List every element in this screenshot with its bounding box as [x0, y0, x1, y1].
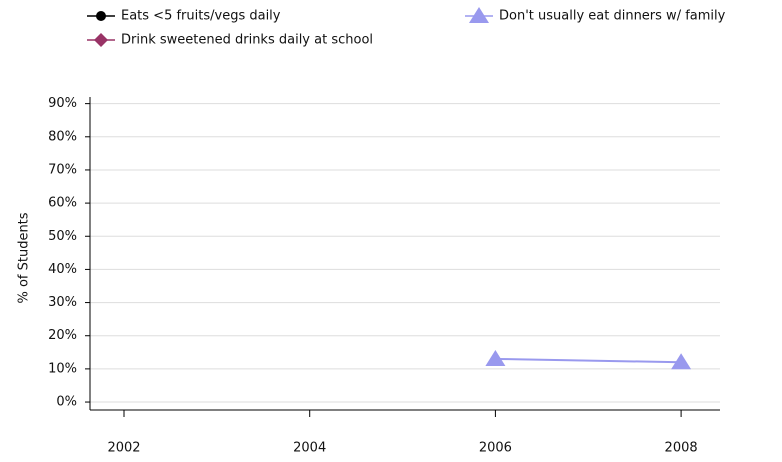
legend-label: Eats <5 fruits/vegs daily: [121, 9, 281, 24]
y-tick-label: 20%: [48, 328, 77, 343]
y-tick-label: 0%: [56, 395, 77, 410]
y-tick-label: 30%: [48, 295, 77, 310]
x-tick-label: 2006: [479, 441, 512, 456]
y-tick-label: 90%: [48, 96, 77, 111]
legend-label: Don't usually eat dinners w/ family: [499, 9, 726, 24]
y-tick-label: 60%: [48, 196, 77, 211]
x-tick-label: 2004: [293, 441, 326, 456]
y-tick-label: 10%: [48, 361, 77, 376]
legend-marker: [469, 7, 489, 23]
y-tick-label: 70%: [48, 162, 77, 177]
y-tick-label: 40%: [48, 262, 77, 277]
legend-marker: [96, 11, 106, 21]
series-line: [495, 357, 682, 364]
y-axis-label: % of Students: [17, 212, 32, 303]
data-point: [485, 349, 506, 366]
legend-label: Drink sweetened drinks daily at school: [121, 33, 373, 48]
x-tick-label: 2002: [107, 441, 140, 456]
y-tick-label: 50%: [48, 229, 77, 244]
x-tick-label: 2008: [665, 441, 698, 456]
data-point: [671, 353, 692, 370]
legend-marker: [94, 33, 108, 47]
y-tick-label: 80%: [48, 129, 77, 144]
